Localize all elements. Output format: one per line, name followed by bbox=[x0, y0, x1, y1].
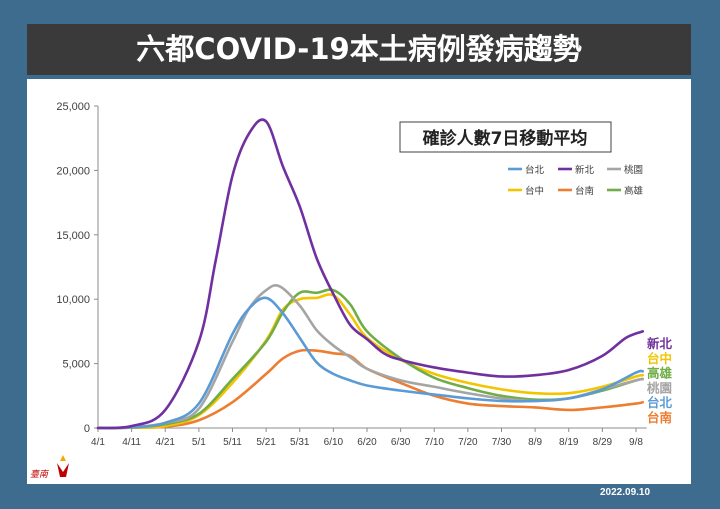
end-label-taoyuan: 桃園 bbox=[647, 380, 672, 395]
series-layer bbox=[96, 118, 645, 430]
end-label-kaohsiung: 高雄 bbox=[647, 366, 673, 381]
y-tick-label: 20,000 bbox=[56, 165, 90, 177]
chart-title-box: 確診人數7日移動平均 bbox=[399, 121, 612, 153]
chart-title: 確診人數7日移動平均 bbox=[423, 128, 588, 149]
chart-axes: 0 5,000 10,000 15,000 20,000 25,000 4/1 4/11 4/2… bbox=[56, 101, 647, 448]
date-stamp: 2022.09.10 bbox=[600, 487, 651, 498]
end-label-tainan: 台南 bbox=[647, 410, 673, 425]
end-label-taipei: 台北 bbox=[647, 395, 673, 410]
chart-panel: 0 5,000 10,000 15,000 20,000 25,000 4/1 4/11 4/2… bbox=[27, 79, 691, 484]
x-tick-label: 9/8 bbox=[629, 437, 643, 448]
series-line-taoyuan bbox=[96, 284, 645, 430]
series-line-taipei bbox=[96, 296, 645, 430]
x-tick-label: 5/21 bbox=[256, 437, 276, 448]
x-tick-label: 5/31 bbox=[290, 437, 310, 448]
y-tick-label: 0 bbox=[84, 423, 90, 435]
series-line-new-taipei bbox=[96, 118, 645, 430]
x-tick-label: 6/20 bbox=[357, 437, 377, 448]
y-tick-label: 10,000 bbox=[56, 294, 90, 306]
x-tick-label: 8/9 bbox=[528, 437, 542, 448]
logo-flower-mark bbox=[57, 463, 69, 477]
series-line-taichung bbox=[96, 293, 645, 430]
legend-label-taoyuan: 桃園 bbox=[624, 164, 643, 176]
x-tick-label: 8/29 bbox=[593, 437, 613, 448]
legend-label-new-taipei: 新北 bbox=[575, 164, 595, 176]
page-title: 六都COVID-19本土病例發病趨勢 bbox=[27, 24, 691, 75]
end-label-new-taipei: 新北 bbox=[647, 336, 673, 351]
y-tick-label: 5,000 bbox=[62, 359, 90, 371]
series-line-kaohsiung bbox=[96, 288, 645, 430]
end-label-taichung: 台中 bbox=[647, 351, 672, 366]
x-tick-label: 5/11 bbox=[223, 437, 242, 448]
line-chart: 0 5,000 10,000 15,000 20,000 25,000 4/1 4/11 4/2… bbox=[30, 101, 673, 480]
x-tick-label: 4/21 bbox=[156, 437, 176, 448]
x-tick-label: 7/30 bbox=[492, 437, 512, 448]
legend-label-kaohsiung: 高雄 bbox=[624, 185, 644, 197]
logo-text: 臺南 bbox=[30, 469, 50, 480]
legend-label-tainan: 台南 bbox=[575, 185, 594, 197]
x-tick-label: 8/19 bbox=[559, 437, 579, 448]
x-tick-label: 4/11 bbox=[122, 437, 141, 448]
x-tick-label: 7/20 bbox=[458, 437, 478, 448]
x-tick-label: 4/1 bbox=[91, 437, 105, 448]
legend-label-taipei: 台北 bbox=[525, 164, 545, 176]
legend-label-taichung: 台中 bbox=[525, 185, 544, 197]
x-tick-label: 6/10 bbox=[324, 437, 344, 448]
chart-title-frame bbox=[399, 121, 612, 153]
x-tick-label: 5/1 bbox=[192, 437, 206, 448]
tainan-logo: 臺南 bbox=[30, 455, 69, 480]
y-tick-label: 15,000 bbox=[56, 230, 90, 242]
logo-flower-top bbox=[60, 455, 66, 461]
y-tick-label: 25,000 bbox=[56, 101, 90, 113]
x-tick-label: 7/10 bbox=[425, 437, 445, 448]
x-tick-label: 6/30 bbox=[391, 437, 411, 448]
